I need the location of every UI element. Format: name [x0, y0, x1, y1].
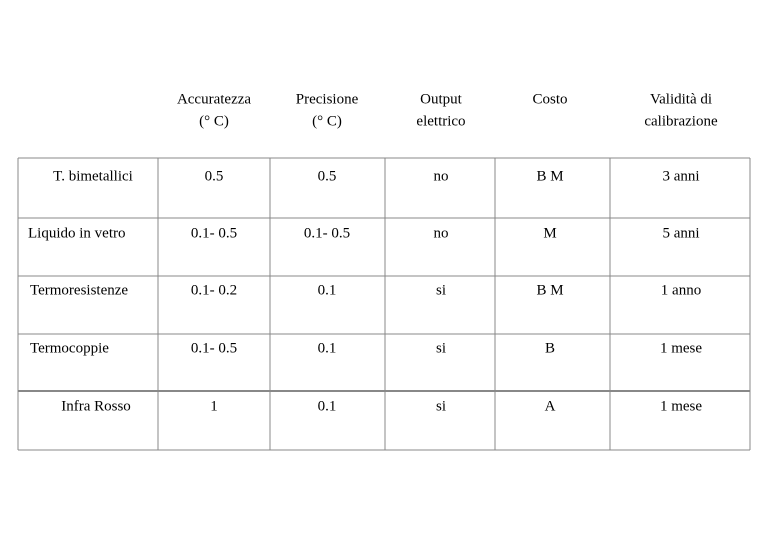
table-grid: [17, 157, 751, 451]
row-label: Infra Rosso: [61, 398, 131, 414]
table-cell: A: [545, 398, 556, 414]
header-cell: Validità di: [650, 91, 712, 107]
table-cell: 0.1: [318, 340, 337, 356]
table-cell: si: [436, 340, 446, 356]
table-cell: 1 mese: [660, 398, 702, 414]
header-cell: Accuratezza: [177, 91, 251, 107]
table-cell: 0.1- 0.5: [191, 340, 237, 356]
table-cell: no: [434, 225, 449, 241]
table-cell: no: [434, 168, 449, 184]
table-cell: 0.5: [205, 168, 224, 184]
table-cell: B M: [536, 282, 563, 298]
table-cell: 1: [210, 398, 218, 414]
table-cell: si: [436, 398, 446, 414]
table-cell: 0.1: [318, 398, 337, 414]
row-label: Liquido in vetro: [28, 225, 126, 241]
table-cell: 5 anni: [662, 225, 699, 241]
header-cell: Precisione: [296, 91, 359, 107]
table-cell: 1 mese: [660, 340, 702, 356]
row-label: Termoresistenze: [30, 282, 128, 298]
table-cell: B M: [536, 168, 563, 184]
row-label: Termocoppie: [30, 340, 109, 356]
table-cell: 3 anni: [662, 168, 699, 184]
table-cell: 0.1: [318, 282, 337, 298]
table-cell: si: [436, 282, 446, 298]
header-cell: Output: [420, 91, 463, 107]
table-cell: 0.1- 0.5: [304, 225, 350, 241]
table-cell: 0.1- 0.2: [191, 282, 237, 298]
table-cell: B: [545, 340, 555, 356]
header-cell: (° C): [199, 113, 229, 129]
header-cell: elettrico: [416, 113, 465, 129]
table-cell: 1 anno: [661, 282, 701, 298]
table-cell: 0.1- 0.5: [191, 225, 237, 241]
row-label: T. bimetallici: [53, 168, 133, 184]
header-cell: calibrazione: [644, 113, 718, 129]
table-cell: M: [543, 225, 556, 241]
header-cell: Costo: [532, 91, 567, 107]
header-cell: (° C): [312, 113, 342, 129]
table-cell: 0.5: [318, 168, 337, 184]
